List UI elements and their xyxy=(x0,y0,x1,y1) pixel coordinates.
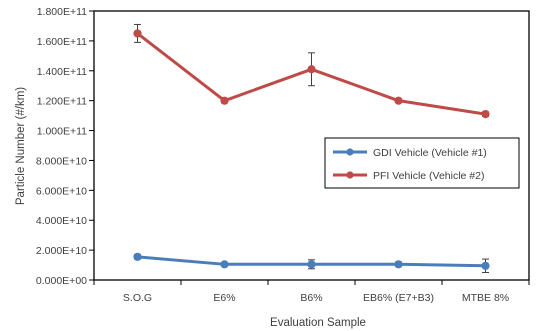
x-axis-ticks: S.O.G E6% B6% EB6% (E7+B3) MTBE 8% xyxy=(93,280,530,304)
legend-swatch-marker xyxy=(346,171,354,179)
y-tick-label: 2.000E+10 xyxy=(36,245,87,257)
y-tick-label: 0.000E+00 xyxy=(36,275,87,287)
x-axis-title: Evaluation Sample xyxy=(270,317,366,329)
legend-label: PFI Vehicle (Vehicle #2) xyxy=(373,170,484,182)
legend-items: GDI Vehicle (Vehicle #1) PFI Vehicle (Veh… xyxy=(333,147,487,182)
series-2 xyxy=(133,23,490,119)
data-point xyxy=(307,65,316,74)
legend-box xyxy=(324,137,520,189)
data-point xyxy=(394,260,403,269)
data-point xyxy=(220,260,229,269)
x-tick-label: S.O.G xyxy=(123,292,152,304)
y-tick-label: 1.600E+11 xyxy=(37,36,87,48)
data-point xyxy=(220,96,229,105)
y-tick-label: 1.400E+11 xyxy=(37,66,87,78)
legend-swatch-marker xyxy=(346,148,354,156)
data-point xyxy=(394,96,403,105)
legend-label: GDI Vehicle (Vehicle #1) xyxy=(373,147,487,159)
y-tick-label: 8.000E+10 xyxy=(36,155,87,167)
x-tick-label: E6% xyxy=(213,292,235,304)
y-tick-label: 6.000E+10 xyxy=(36,185,87,197)
data-point xyxy=(481,110,490,119)
series-1 xyxy=(133,252,490,274)
y-tick-label: 1.200E+11 xyxy=(37,96,87,108)
x-tick-label: EB6% (E7+B3) xyxy=(363,292,434,304)
y-axis-title: Particle Number (#/km) xyxy=(15,87,27,205)
data-point xyxy=(481,261,490,270)
plot-area-border xyxy=(93,10,530,281)
data-point xyxy=(307,260,316,269)
x-tick-label: B6% xyxy=(300,292,322,304)
y-tick-label: 1.800E+11 xyxy=(37,6,87,18)
y-tick-label: 4.000E+10 xyxy=(36,215,87,227)
legend: GDI Vehicle (Vehicle #1) PFI Vehicle (Veh… xyxy=(324,137,520,189)
y-axis-ticks: 0.000E+00 2.000E+10 4.000E+10 6.000E+10 8.00… xyxy=(36,6,94,287)
series-layer xyxy=(133,23,490,274)
data-point xyxy=(133,252,142,261)
x-tick-label: MTBE 8% xyxy=(462,292,509,304)
y-tick-label: 1.000E+11 xyxy=(37,126,87,138)
data-point xyxy=(133,29,142,38)
